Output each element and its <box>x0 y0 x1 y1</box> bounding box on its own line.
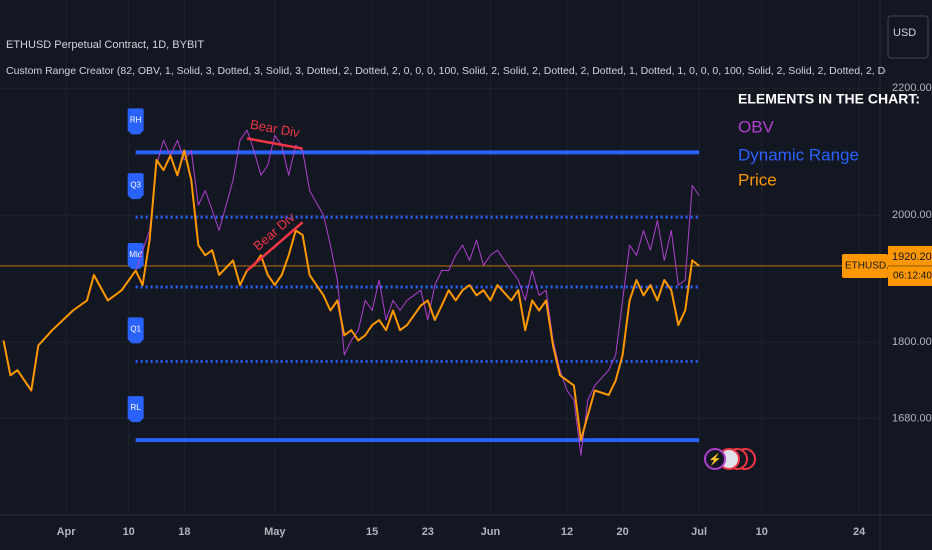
y-tick-label: 2000.00 <box>892 209 932 221</box>
x-tick-label: May <box>264 526 286 538</box>
y-tick-label: 1680.00 <box>892 412 932 424</box>
divergence-line <box>246 137 303 150</box>
series-line <box>2 149 700 442</box>
price-tag-label: 1920.20 <box>892 251 932 263</box>
countdown: 06:12:40 <box>893 271 932 282</box>
range-tag-label: Mid <box>129 250 142 259</box>
legend-entry: Price <box>738 170 777 189</box>
divergence-line <box>246 221 304 272</box>
range-tag <box>127 173 144 200</box>
y-tick-label: 1800.00 <box>892 336 932 348</box>
range-tag-label: RH <box>130 116 142 125</box>
indicator-title: Custom Range Creator (82, OBV, 1, Solid,… <box>6 65 932 77</box>
x-tick-label: 20 <box>616 526 628 538</box>
range-tag <box>127 396 144 423</box>
currency-box[interactable] <box>887 15 929 59</box>
symbol-tag-label: ETHUSD.P <box>845 261 896 272</box>
range-tag <box>127 317 144 344</box>
legend-entry: Dynamic Range <box>738 145 859 164</box>
symbol-tag <box>842 253 888 278</box>
legend-entry: OBV <box>738 117 775 136</box>
legend-title: ELEMENTS IN THE CHART: <box>738 91 920 107</box>
indicator-title-clip: Custom Range Creator (82, OBV, 1, Solid,… <box>6 65 932 77</box>
y-tick-label: 2200.00 <box>892 82 932 94</box>
range-tag-label: RL <box>131 403 142 412</box>
x-tick-label: Jun <box>481 526 501 538</box>
x-tick-label: 10 <box>123 526 135 538</box>
event-icons: ⚡ <box>704 448 756 470</box>
x-tick-label: 12 <box>561 526 573 538</box>
x-tick-label: 18 <box>178 526 190 538</box>
series-line <box>135 129 700 456</box>
x-tick-label: 10 <box>756 526 768 538</box>
range-tag-label: Q1 <box>130 324 141 333</box>
x-tick-label: 23 <box>422 526 434 538</box>
currency[interactable]: USD <box>893 27 916 39</box>
range-tag <box>127 108 144 135</box>
x-tick-label: 15 <box>366 526 378 538</box>
x-tick-label: 24 <box>853 526 866 538</box>
range-tag <box>127 243 144 270</box>
x-tick-label: Apr <box>57 526 77 538</box>
svg-text:⚡: ⚡ <box>708 453 722 466</box>
symbol-title: ETHUSD Perpetual Contract, 1D, BYBIT <box>6 39 204 51</box>
x-tick-label: Jul <box>691 526 707 538</box>
range-tag-label: Q3 <box>130 180 141 189</box>
